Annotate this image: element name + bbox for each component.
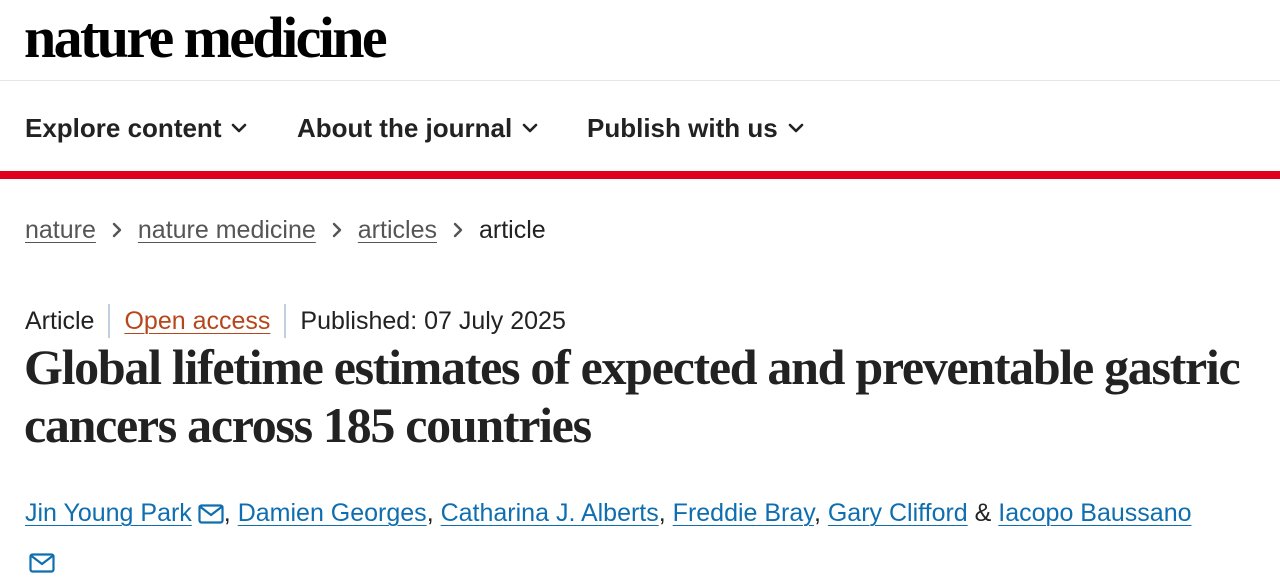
nav-item-label: Publish with us (587, 112, 778, 143)
article-meta: Article Open access Published: 07 July 2… (25, 303, 566, 339)
main-navigation: Explore content About the journal Publis… (0, 81, 1280, 172)
author-link[interactable]: Damien Georges (237, 499, 427, 527)
author-link[interactable]: Jin Young Park (25, 499, 192, 527)
site-header: nature medicine (0, 0, 1280, 81)
author-separator: , (658, 499, 666, 527)
published-date: Published: 07 July 2025 (300, 306, 566, 335)
author-list: Jin Young Park, Damien Georges, Catharin… (25, 490, 1265, 588)
meta-divider (284, 304, 287, 338)
breadcrumb-current: article (478, 215, 546, 244)
author-separator: , (813, 499, 821, 527)
chevron-right-icon (453, 222, 463, 238)
chevron-right-icon (112, 222, 122, 238)
breadcrumb-link-nature[interactable]: nature (25, 215, 96, 244)
nav-explore-content[interactable]: Explore content (25, 110, 247, 146)
open-access-link[interactable]: Open access (124, 306, 271, 335)
journal-logo[interactable]: nature medicine (24, 5, 388, 70)
breadcrumb: nature nature medicine articles article (25, 212, 546, 248)
nav-publish-with-us[interactable]: Publish with us (587, 110, 804, 146)
author-separator: , (223, 499, 231, 527)
author-link[interactable]: Freddie Bray (672, 499, 814, 527)
article-type: Article (25, 306, 95, 335)
chevron-right-icon (332, 222, 342, 238)
meta-divider (108, 304, 111, 338)
author-link[interactable]: Catharina J. Alberts (440, 499, 659, 527)
accent-divider (0, 171, 1280, 179)
author-separator: , (426, 499, 434, 527)
author-link[interactable]: Gary Clifford (827, 499, 968, 527)
breadcrumb-link-articles[interactable]: articles (357, 215, 437, 244)
author-final-separator: & (974, 499, 992, 527)
article-title: Global lifetime estimates of expected an… (24, 339, 1241, 453)
breadcrumb-link-nature-medicine[interactable]: nature medicine (137, 215, 316, 244)
chevron-down-icon (231, 123, 247, 133)
mail-icon[interactable] (198, 493, 224, 539)
nav-item-label: Explore content (25, 112, 222, 143)
chevron-down-icon (522, 123, 538, 133)
nav-item-label: About the journal (297, 112, 513, 143)
nav-about-the-journal[interactable]: About the journal (297, 110, 538, 146)
mail-icon[interactable] (29, 542, 55, 588)
author-link[interactable]: Iacopo Baussano (998, 499, 1192, 527)
chevron-down-icon (788, 123, 804, 133)
